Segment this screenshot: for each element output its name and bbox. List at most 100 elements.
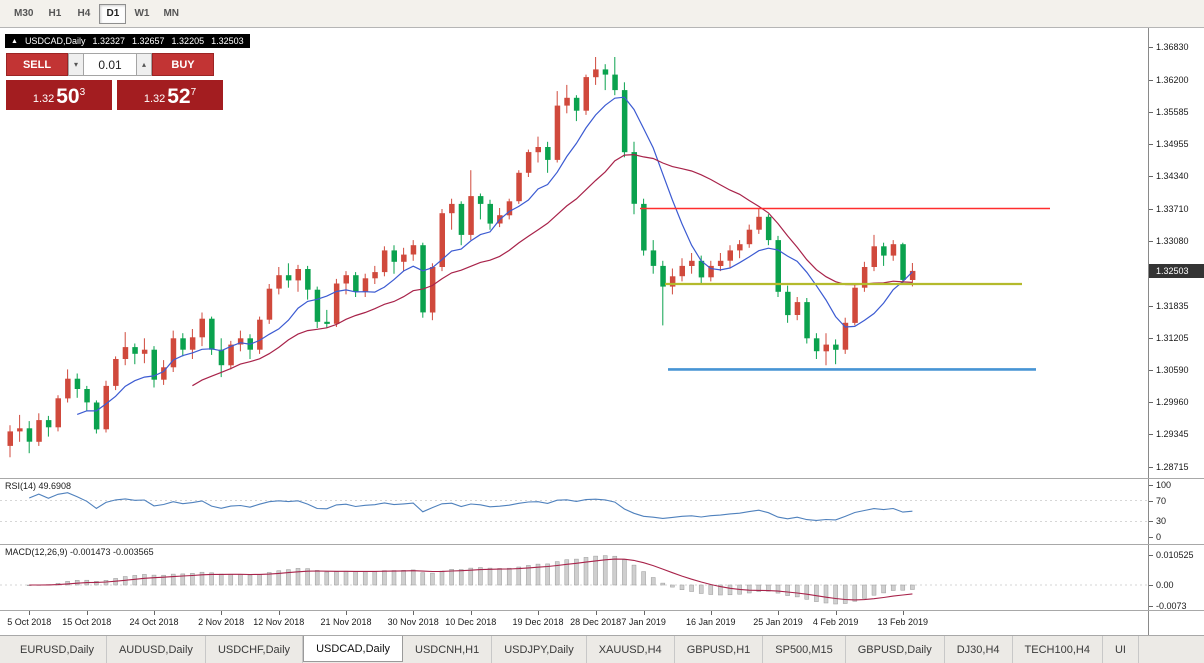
time-axis-tick bbox=[86, 611, 88, 615]
macd-histogram-bar bbox=[727, 584, 733, 596]
macd-histogram-bar bbox=[574, 558, 579, 586]
candle-body bbox=[314, 289, 321, 322]
candle-body bbox=[861, 267, 868, 288]
macd-histogram-bar bbox=[593, 555, 598, 586]
time-axis-label: 4 Feb 2019 bbox=[812, 617, 859, 627]
macd-axis-label: -0.0073 bbox=[1156, 600, 1187, 611]
tab-eurusd-daily[interactable]: EURUSD,Daily bbox=[8, 636, 107, 663]
price-axis[interactable]: 1.32503 1.36830 1.36200 1.35585 1.34955 1.34… bbox=[1148, 28, 1204, 635]
tab-audusd-daily[interactable]: AUDUSD,Daily bbox=[107, 636, 206, 663]
price-axis-label: 1.29960 bbox=[1156, 397, 1189, 408]
macd-histogram-bar bbox=[458, 569, 464, 586]
rsi-panel-svg[interactable] bbox=[0, 479, 1148, 544]
candle-body bbox=[564, 97, 570, 106]
symbol-name: USDCAD,Daily bbox=[24, 36, 86, 46]
macd-histogram-bar bbox=[775, 584, 781, 594]
macd-histogram-bar bbox=[862, 584, 867, 599]
axis-tick bbox=[1149, 79, 1153, 81]
volume-input[interactable] bbox=[84, 53, 136, 76]
candle-body bbox=[612, 74, 618, 91]
candle-body bbox=[775, 240, 781, 292]
panel-separator bbox=[0, 610, 1204, 611]
macd-histogram-bar bbox=[660, 582, 666, 586]
macd-histogram-bar bbox=[583, 557, 589, 586]
buy-button[interactable]: BUY bbox=[152, 53, 214, 76]
candle-body bbox=[26, 428, 33, 442]
time-axis-tick bbox=[835, 611, 837, 615]
candle-body bbox=[717, 260, 724, 266]
axis-tick bbox=[1149, 521, 1153, 523]
candle-body bbox=[727, 250, 733, 261]
macd-histogram-bar bbox=[612, 555, 618, 586]
timeframe-button-m30[interactable]: M30 bbox=[8, 4, 39, 24]
sell-button[interactable]: SELL bbox=[6, 53, 68, 76]
volume-up-button[interactable]: ▴ bbox=[136, 53, 152, 76]
price-axis-label: 1.36200 bbox=[1156, 74, 1189, 85]
tab-usdcnh-h1[interactable]: USDCNH,H1 bbox=[403, 636, 493, 663]
macd-histogram-bar bbox=[468, 567, 474, 586]
time-axis-tick bbox=[221, 611, 223, 615]
candle-body bbox=[122, 347, 129, 359]
candle-body bbox=[660, 265, 666, 287]
candle-body bbox=[132, 347, 138, 354]
panel-separator[interactable] bbox=[0, 478, 1204, 479]
macd-histogram-bar bbox=[257, 574, 262, 586]
macd-histogram-bar bbox=[161, 574, 166, 586]
time-axis[interactable]: 5 Oct 2018 15 Oct 2018 24 Oct 2018 2 Nov 20… bbox=[0, 611, 1148, 635]
chart-window[interactable]: 1.32503 1.36830 1.36200 1.35585 1.34955 1.34… bbox=[0, 28, 1204, 635]
tab-usdchf-daily[interactable]: USDCHF,Daily bbox=[206, 636, 304, 663]
tab-usdcad-daily[interactable]: USDCAD,Daily bbox=[303, 636, 404, 662]
sell-price-pip: 3 bbox=[79, 87, 86, 98]
candle-body bbox=[900, 244, 906, 280]
tab-gbpusd-daily[interactable]: GBPUSD,Daily bbox=[846, 636, 945, 663]
tab-usdjpy-daily[interactable]: USDJPY,Daily bbox=[492, 636, 587, 663]
tab-dj30-h4[interactable]: DJ30,H4 bbox=[945, 636, 1013, 663]
macd-histogram-bar bbox=[516, 566, 522, 586]
tab-xauusd-h4[interactable]: XAUUSD,H4 bbox=[587, 636, 675, 663]
candle-body bbox=[276, 275, 282, 289]
axis-tick bbox=[1149, 402, 1153, 404]
volume-down-button[interactable]: ▾ bbox=[68, 53, 84, 76]
buy-price-big: 52 bbox=[167, 85, 191, 109]
macd-histogram-bar bbox=[218, 573, 224, 586]
time-axis-label: 25 Jan 2019 bbox=[753, 617, 803, 627]
time-axis-tick bbox=[470, 611, 472, 615]
tab-tech100-h4[interactable]: TECH100,H4 bbox=[1013, 636, 1103, 663]
price-chart-svg[interactable] bbox=[0, 28, 1148, 478]
candle-body bbox=[525, 152, 532, 173]
timeframe-button-mn[interactable]: MN bbox=[157, 4, 185, 24]
candle-body bbox=[823, 344, 829, 352]
macd-panel-svg[interactable] bbox=[0, 545, 1148, 610]
candle-body bbox=[420, 245, 426, 313]
candle-body bbox=[113, 359, 119, 386]
candle-body bbox=[353, 275, 359, 292]
price-axis-label: 1.35585 bbox=[1156, 106, 1189, 117]
tab-sp500-m15[interactable]: SP500,M15 bbox=[763, 636, 846, 663]
candle-body bbox=[573, 97, 580, 111]
macd-histogram-bar bbox=[526, 565, 531, 586]
buy-price-display[interactable]: 1.32 52 7 bbox=[117, 80, 223, 110]
macd-histogram-bar bbox=[94, 581, 99, 586]
tab-gbpusd-h1[interactable]: GBPUSD,H1 bbox=[675, 636, 764, 663]
panel-separator[interactable] bbox=[0, 544, 1204, 545]
tab-ui[interactable]: UI bbox=[1103, 636, 1139, 663]
time-axis-tick bbox=[413, 611, 415, 615]
macd-histogram-bar bbox=[266, 572, 272, 586]
time-axis-tick bbox=[154, 611, 155, 615]
macd-histogram-bar bbox=[804, 584, 810, 600]
candle-body bbox=[228, 344, 234, 366]
timeframe-button-h4[interactable]: H4 bbox=[70, 4, 97, 24]
candle-body bbox=[641, 203, 647, 251]
candle-body bbox=[285, 275, 292, 281]
timeframe-button-w1[interactable]: W1 bbox=[128, 4, 155, 24]
sell-price-display[interactable]: 1.32 50 3 bbox=[6, 80, 112, 110]
timeframe-button-d1[interactable]: D1 bbox=[99, 3, 127, 24]
candle-body bbox=[189, 337, 196, 350]
macd-histogram-bar bbox=[382, 570, 387, 586]
price-axis-label: 1.31835 bbox=[1156, 300, 1189, 311]
macd-histogram-bar bbox=[756, 584, 762, 592]
buy-price-prefix: 1.32 bbox=[143, 92, 166, 105]
timeframe-button-h1[interactable]: H1 bbox=[41, 4, 68, 24]
candle-body bbox=[746, 229, 753, 245]
macd-histogram-bar bbox=[247, 574, 253, 586]
